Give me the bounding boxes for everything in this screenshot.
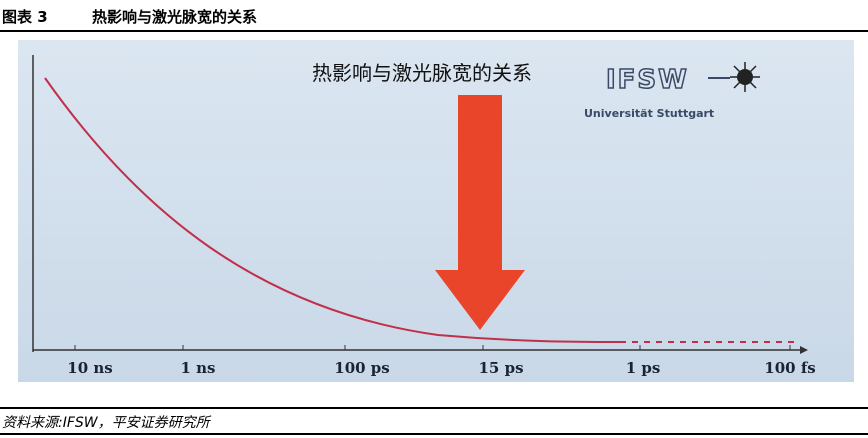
logo-text: IFSW [606,65,689,95]
red-arrow-down [435,95,525,330]
figure-number: 图表 3 [2,8,48,26]
logo-subtitle: Universität Stuttgart [584,107,714,120]
source-text: 资料来源:IFSW，平安证券研究所 [2,415,210,431]
heat-vs-pulse-chart: 10 ns 1 ns 100 ps 15 ps 1 ps 100 fs 热影响与… [32,55,816,377]
source-note: 资料来源:IFSW，平安证券研究所 [0,407,868,435]
tick-label: 100 ps [334,359,389,377]
x-ticks: 10 ns 1 ns 100 ps 15 ps 1 ps 100 fs [67,345,816,377]
figure-header: 图表 3 热影响与激光脉宽的关系 [0,0,868,32]
tick-label: 15 ps [478,359,523,377]
figure-title: 热影响与激光脉宽的关系 [92,8,258,26]
tick-label: 100 fs [764,359,815,377]
chart-title: 热影响与激光脉宽的关系 [312,61,532,85]
heat-curve [44,77,621,343]
figure-image: 10 ns 1 ns 100 ps 15 ps 1 ps 100 fs 热影响与… [18,40,854,382]
tick-label: 1 ns [180,359,215,377]
tick-label: 1 ps [626,359,661,377]
tick-label: 10 ns [67,359,112,377]
ifsw-logo: IFSW Universität Stuttgart [584,62,760,120]
x-axis-arrow [800,346,808,354]
